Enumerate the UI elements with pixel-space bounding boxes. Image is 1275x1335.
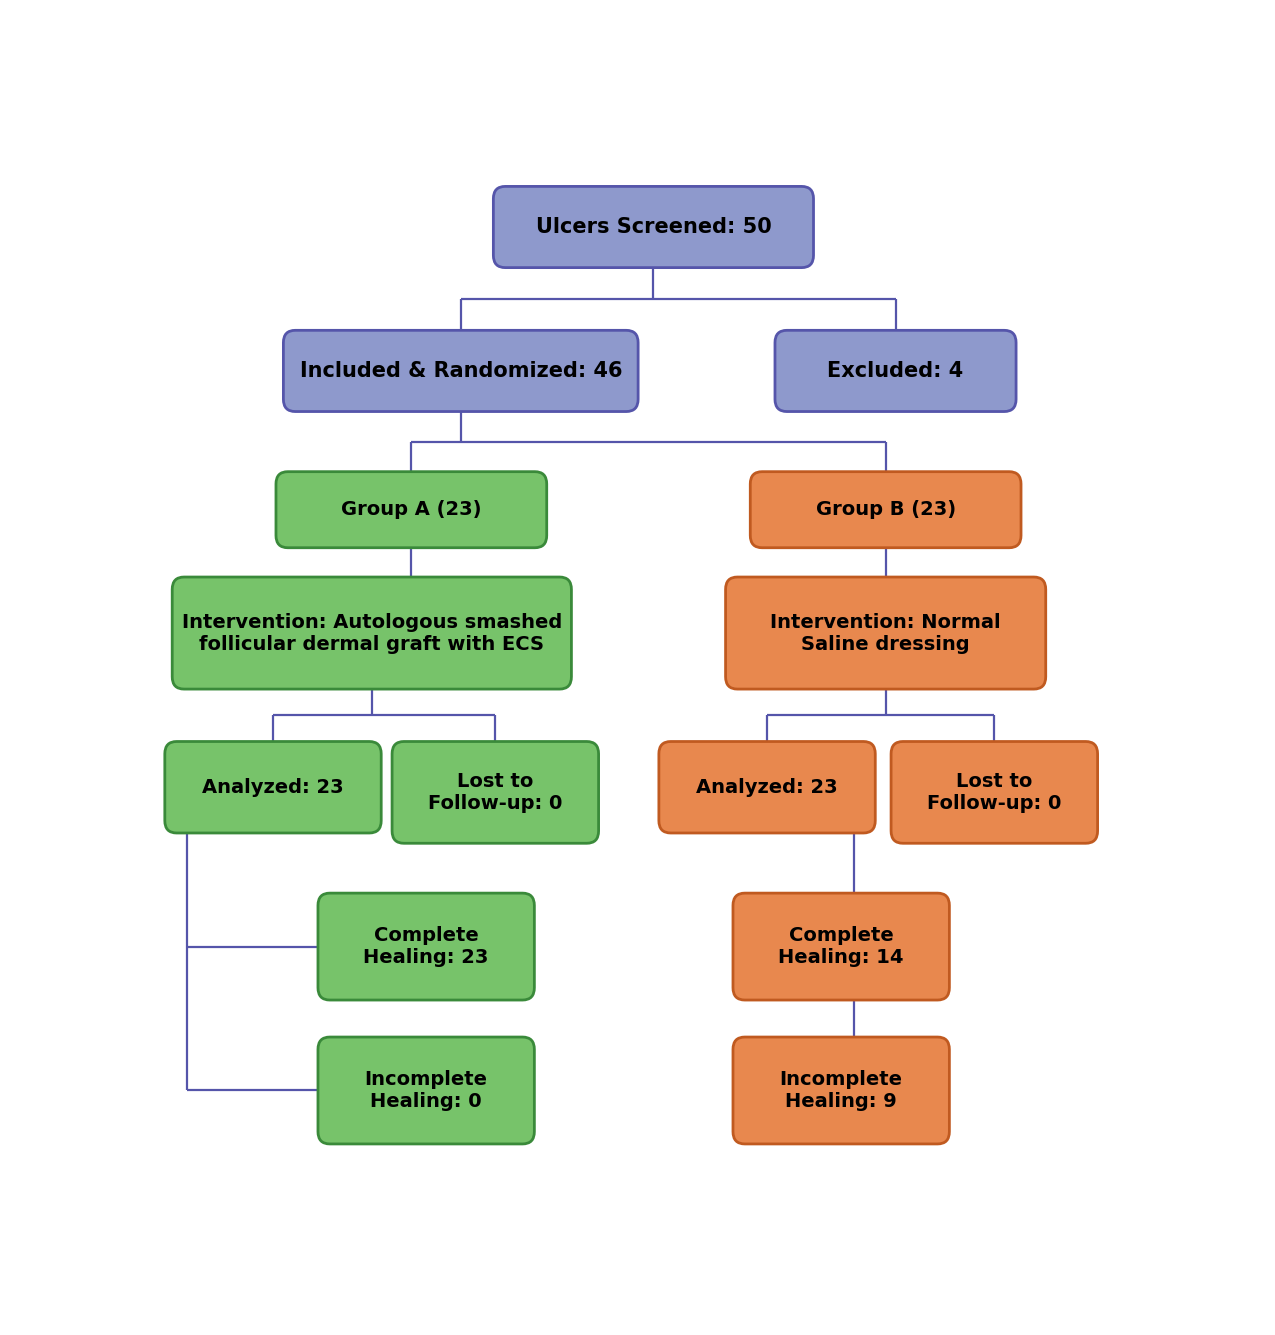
FancyBboxPatch shape bbox=[733, 893, 950, 1000]
Text: Complete
Healing: 14: Complete Healing: 14 bbox=[779, 926, 904, 967]
Text: Group B (23): Group B (23) bbox=[816, 501, 956, 519]
Text: Incomplete
Healing: 9: Incomplete Healing: 9 bbox=[780, 1069, 903, 1111]
FancyBboxPatch shape bbox=[733, 1037, 950, 1144]
FancyBboxPatch shape bbox=[891, 741, 1098, 844]
Text: Complete
Healing: 23: Complete Healing: 23 bbox=[363, 926, 488, 967]
FancyBboxPatch shape bbox=[659, 741, 875, 833]
Text: Intervention: Autologous smashed
follicular dermal graft with ECS: Intervention: Autologous smashed follicu… bbox=[182, 613, 562, 654]
FancyBboxPatch shape bbox=[750, 471, 1021, 547]
FancyBboxPatch shape bbox=[317, 1037, 534, 1144]
Text: Incomplete
Healing: 0: Incomplete Healing: 0 bbox=[365, 1069, 487, 1111]
Text: Group A (23): Group A (23) bbox=[342, 501, 482, 519]
Text: Included & Randomized: 46: Included & Randomized: 46 bbox=[300, 360, 622, 380]
Text: Analyzed: 23: Analyzed: 23 bbox=[203, 778, 344, 797]
FancyBboxPatch shape bbox=[725, 577, 1046, 689]
Text: Lost to
Follow-up: 0: Lost to Follow-up: 0 bbox=[927, 772, 1062, 813]
Text: Analyzed: 23: Analyzed: 23 bbox=[696, 778, 838, 797]
FancyBboxPatch shape bbox=[493, 187, 813, 267]
FancyBboxPatch shape bbox=[283, 330, 638, 411]
FancyBboxPatch shape bbox=[275, 471, 547, 547]
Text: Lost to
Follow-up: 0: Lost to Follow-up: 0 bbox=[428, 772, 562, 813]
FancyBboxPatch shape bbox=[317, 893, 534, 1000]
FancyBboxPatch shape bbox=[172, 577, 571, 689]
FancyBboxPatch shape bbox=[164, 741, 381, 833]
Text: Excluded: 4: Excluded: 4 bbox=[827, 360, 964, 380]
Text: Intervention: Normal
Saline dressing: Intervention: Normal Saline dressing bbox=[770, 613, 1001, 654]
Text: Ulcers Screened: 50: Ulcers Screened: 50 bbox=[536, 218, 771, 238]
FancyBboxPatch shape bbox=[775, 330, 1016, 411]
FancyBboxPatch shape bbox=[393, 741, 598, 844]
